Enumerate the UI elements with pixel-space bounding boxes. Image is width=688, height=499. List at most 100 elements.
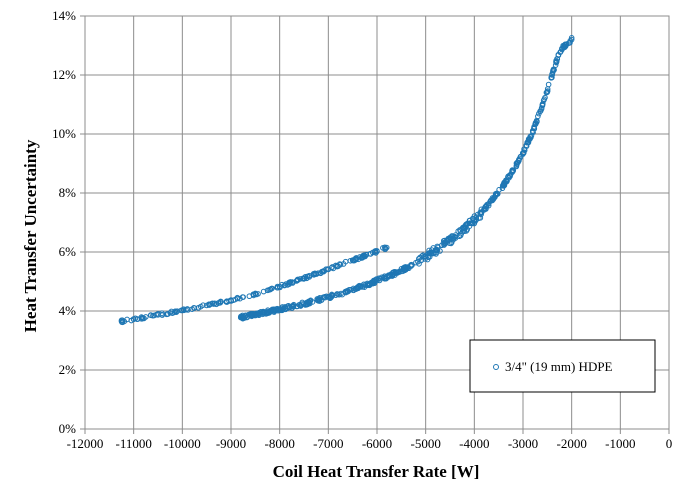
data-point bbox=[525, 136, 532, 142]
x-tick-label: -11000 bbox=[115, 436, 151, 451]
data-point bbox=[541, 96, 548, 103]
data-point bbox=[355, 283, 362, 290]
data-point bbox=[243, 314, 250, 321]
data-point bbox=[282, 305, 288, 312]
data-point bbox=[401, 267, 408, 274]
data-point bbox=[538, 105, 545, 111]
data-point bbox=[381, 273, 388, 279]
data-point bbox=[253, 291, 260, 298]
data-point bbox=[500, 182, 507, 189]
data-point bbox=[415, 258, 421, 265]
data-point bbox=[165, 311, 171, 317]
data-point bbox=[277, 284, 283, 291]
data-point bbox=[301, 300, 307, 307]
data-point bbox=[282, 282, 288, 289]
data-point bbox=[452, 232, 459, 238]
data-point bbox=[536, 110, 542, 117]
data-point bbox=[477, 215, 484, 221]
data-point bbox=[544, 86, 551, 92]
y-tick-label: 8% bbox=[59, 185, 77, 200]
y-tick-label: 6% bbox=[59, 244, 77, 259]
x-tick-label: -7000 bbox=[313, 436, 343, 451]
y-tick-label: 10% bbox=[52, 126, 76, 141]
y-tick-label: 12% bbox=[52, 67, 76, 82]
data-point bbox=[485, 200, 492, 207]
y-tick-label: 0% bbox=[59, 421, 77, 436]
data-point bbox=[174, 308, 181, 314]
data-point bbox=[338, 290, 344, 297]
data-point bbox=[274, 283, 281, 290]
data-point bbox=[285, 302, 292, 309]
x-tick-label: -9000 bbox=[216, 436, 246, 451]
data-point bbox=[351, 257, 358, 264]
data-point bbox=[467, 217, 473, 224]
data-point bbox=[376, 277, 383, 284]
data-point bbox=[532, 119, 539, 126]
data-point bbox=[347, 286, 354, 293]
data-point bbox=[539, 101, 546, 107]
data-point bbox=[206, 301, 213, 308]
data-point bbox=[553, 57, 559, 64]
data-point bbox=[408, 263, 414, 269]
data-point bbox=[130, 316, 137, 322]
data-point bbox=[334, 263, 340, 270]
x-tick-label: -10000 bbox=[164, 436, 201, 451]
y-tick-label: 4% bbox=[59, 303, 77, 318]
data-point bbox=[525, 138, 531, 145]
data-point bbox=[557, 49, 564, 56]
data-point bbox=[490, 196, 496, 203]
data-point bbox=[447, 236, 454, 242]
data-point bbox=[460, 228, 467, 234]
data-point bbox=[545, 81, 552, 88]
data-point bbox=[472, 219, 478, 225]
data-point bbox=[530, 129, 536, 136]
x-tick-label: -12000 bbox=[67, 436, 104, 451]
data-point bbox=[441, 237, 448, 244]
data-point bbox=[342, 258, 349, 265]
data-point bbox=[185, 307, 191, 313]
x-tick-label: -3000 bbox=[508, 436, 538, 451]
data-point bbox=[382, 246, 388, 253]
y-axis-title: Heat Transfer Uncertainty bbox=[21, 139, 40, 332]
data-point bbox=[501, 179, 508, 186]
data-point bbox=[457, 228, 464, 235]
data-point bbox=[422, 256, 428, 262]
data-point bbox=[422, 253, 429, 259]
data-point bbox=[147, 312, 154, 318]
data-point bbox=[509, 168, 516, 175]
data-point bbox=[401, 264, 408, 271]
data-point bbox=[506, 175, 512, 181]
data-point bbox=[513, 160, 520, 167]
data-point bbox=[560, 42, 566, 49]
data-point bbox=[317, 270, 324, 276]
data-point bbox=[548, 74, 555, 81]
y-tick-label: 2% bbox=[59, 362, 77, 377]
data-point bbox=[269, 285, 275, 292]
x-tick-label: 0 bbox=[666, 436, 673, 451]
data-point bbox=[239, 294, 246, 300]
data-point bbox=[389, 272, 396, 278]
data-point bbox=[494, 191, 501, 197]
data-point bbox=[305, 298, 312, 305]
data-point bbox=[153, 311, 159, 318]
data-point bbox=[481, 207, 487, 213]
data-point bbox=[173, 309, 180, 315]
data-point bbox=[200, 302, 206, 308]
data-point bbox=[263, 311, 269, 317]
data-point bbox=[568, 35, 575, 41]
x-axis-title: Coil Heat Transfer Rate [W] bbox=[273, 462, 480, 481]
data-point bbox=[550, 66, 557, 73]
data-point bbox=[394, 270, 401, 276]
tick-labels: -12000 -11000 -10000 -9000 -8000 -7000 -6000 -5… bbox=[52, 8, 672, 451]
data-point bbox=[295, 277, 301, 283]
data-point bbox=[328, 291, 335, 298]
data-point bbox=[315, 297, 321, 304]
legend-label: 3/4" (19 mm) HDPE bbox=[505, 359, 613, 374]
data-point bbox=[442, 240, 448, 247]
data-point bbox=[434, 243, 441, 250]
legend: 3/4" (19 mm) HDPE bbox=[469, 339, 656, 393]
data-point bbox=[531, 125, 538, 132]
data-point bbox=[283, 281, 289, 287]
data-point bbox=[516, 156, 522, 163]
